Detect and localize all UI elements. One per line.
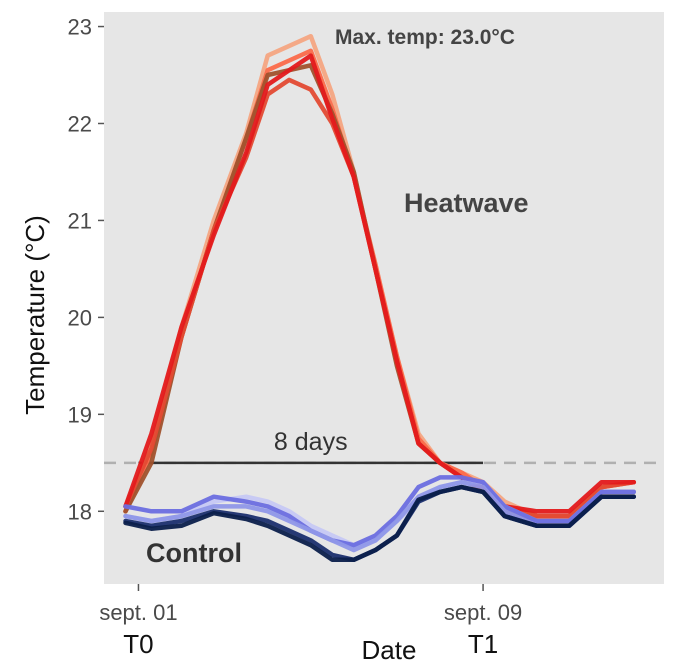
x-axis-title: Date (362, 635, 417, 665)
heatwave-label: Heatwave (404, 188, 529, 218)
control-series-line-5 (123, 484, 637, 563)
x-tick-label: sept. 09 (444, 600, 522, 625)
y-tick-label: 20 (68, 305, 92, 330)
max-temp-annotation: Max. temp: 23.0°C (335, 26, 515, 49)
x-tick-sublabel: T1 (468, 629, 498, 659)
heatwave-series-line-5 (123, 53, 637, 514)
y-tick-label: 23 (68, 15, 92, 40)
series-layer (123, 33, 637, 563)
x-tick-label: sept. 01 (99, 600, 177, 625)
y-tick-label: 21 (68, 208, 92, 233)
y-tick-label: 22 (68, 111, 92, 136)
duration-label: 8 days (274, 428, 348, 456)
control-series-line-2 (123, 475, 637, 548)
y-tick-label: 18 (68, 499, 92, 524)
y-axis-title: Temperature (°C) (20, 215, 50, 415)
axis-layer: 18 19 20 21 22 23 sept. 01 T0 sept. 09 T1 (68, 15, 523, 659)
y-tick-label: 19 (68, 402, 92, 427)
x-tick-sublabel: T0 (123, 629, 153, 659)
control-label: Control (146, 538, 242, 568)
